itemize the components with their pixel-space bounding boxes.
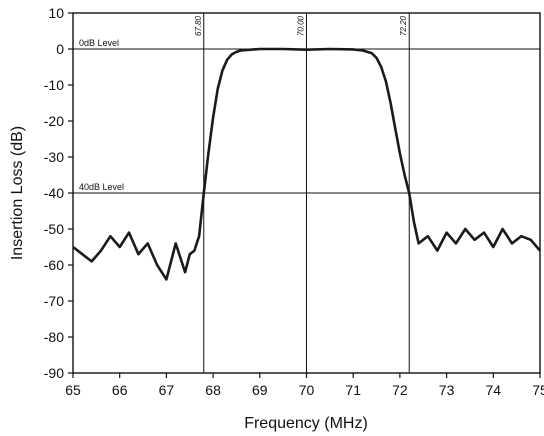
x-tick-label: 65	[65, 382, 81, 398]
reference-line-label: 0dB Level	[79, 38, 119, 48]
x-tick-label: 71	[345, 382, 361, 398]
series-line	[72, 47, 541, 281]
x-tick-label: 72	[392, 382, 408, 398]
y-tick-label: -10	[44, 77, 64, 93]
y-tick-label: -90	[44, 365, 64, 381]
x-tick-label: 67	[159, 382, 175, 398]
x-tick-label: 69	[252, 382, 268, 398]
x-axis-title: Frequency (MHz)	[244, 415, 368, 432]
frequency-marker-label: 70.00	[297, 15, 306, 36]
y-axis-title: Insertion Loss (dB)	[9, 126, 26, 260]
y-tick-label: -60	[44, 257, 64, 273]
x-tick-label: 74	[486, 382, 502, 398]
y-tick-label: -20	[44, 113, 64, 129]
y-tick-label: -50	[44, 221, 64, 237]
x-tick-label: 68	[205, 382, 221, 398]
y-tick-label: -70	[44, 293, 64, 309]
x-tick-label: 70	[299, 382, 315, 398]
x-tick-label: 73	[439, 382, 455, 398]
frequency-marker-label: 67.80	[194, 15, 203, 36]
y-tick-label: -80	[44, 329, 64, 345]
x-tick-label: 66	[112, 382, 128, 398]
frequency-marker-label: 72.20	[399, 15, 408, 36]
y-tick-label: 0	[56, 41, 64, 57]
reference-line-label: 40dB Level	[79, 182, 124, 192]
y-tick-label: 10	[48, 5, 64, 21]
y-tick-label: -30	[44, 149, 64, 165]
y-tick-label: -40	[44, 185, 64, 201]
x-tick-label: 75	[532, 382, 544, 398]
